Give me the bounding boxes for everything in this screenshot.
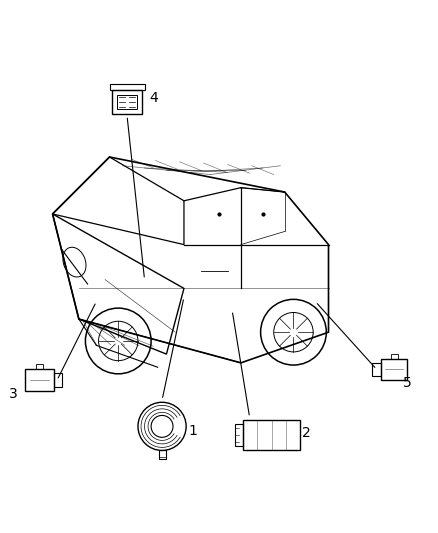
Bar bbox=[117, 95, 137, 109]
Bar bbox=[391, 354, 398, 359]
Text: 1: 1 bbox=[188, 424, 197, 438]
Text: 5: 5 bbox=[403, 376, 412, 390]
Bar bbox=[372, 362, 381, 376]
Bar bbox=[110, 84, 145, 90]
Bar bbox=[53, 373, 62, 387]
Text: 4: 4 bbox=[149, 91, 158, 105]
Bar bbox=[25, 369, 53, 391]
Bar bbox=[381, 359, 407, 380]
Bar bbox=[112, 90, 142, 114]
Bar bbox=[36, 364, 43, 369]
Bar bbox=[159, 449, 166, 459]
Bar bbox=[243, 420, 300, 450]
Text: 2: 2 bbox=[302, 426, 311, 440]
Text: 3: 3 bbox=[9, 386, 18, 400]
Bar bbox=[235, 424, 243, 446]
